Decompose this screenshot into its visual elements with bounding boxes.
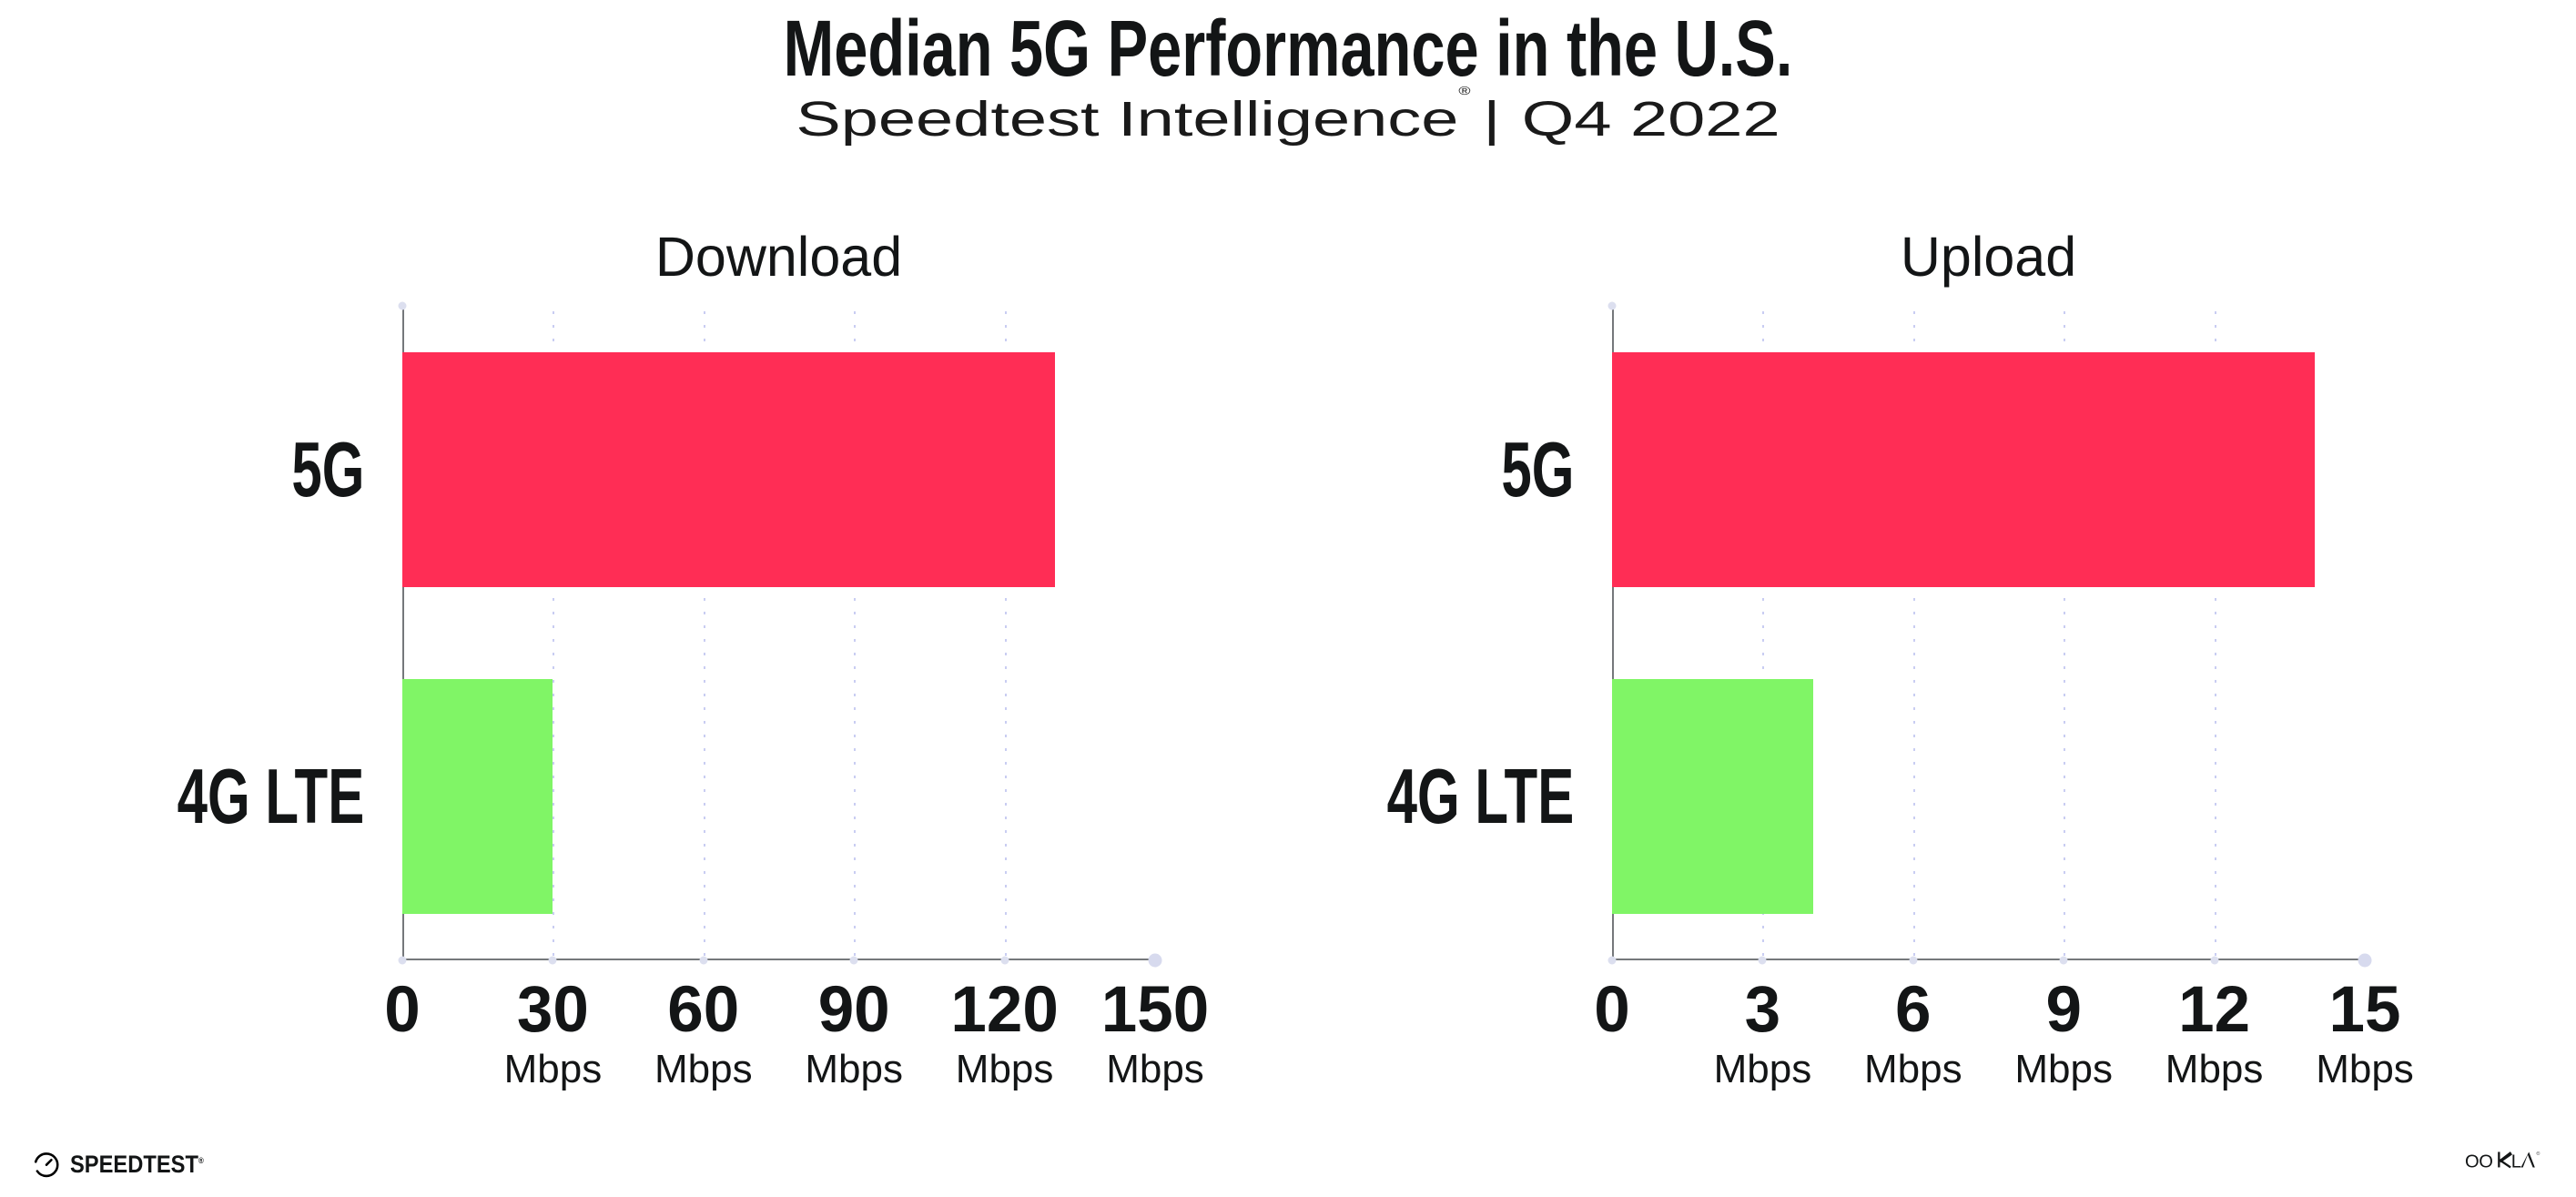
svg-text:OO: OO — [2465, 1152, 2492, 1172]
svg-text:L: L — [2511, 1152, 2521, 1172]
